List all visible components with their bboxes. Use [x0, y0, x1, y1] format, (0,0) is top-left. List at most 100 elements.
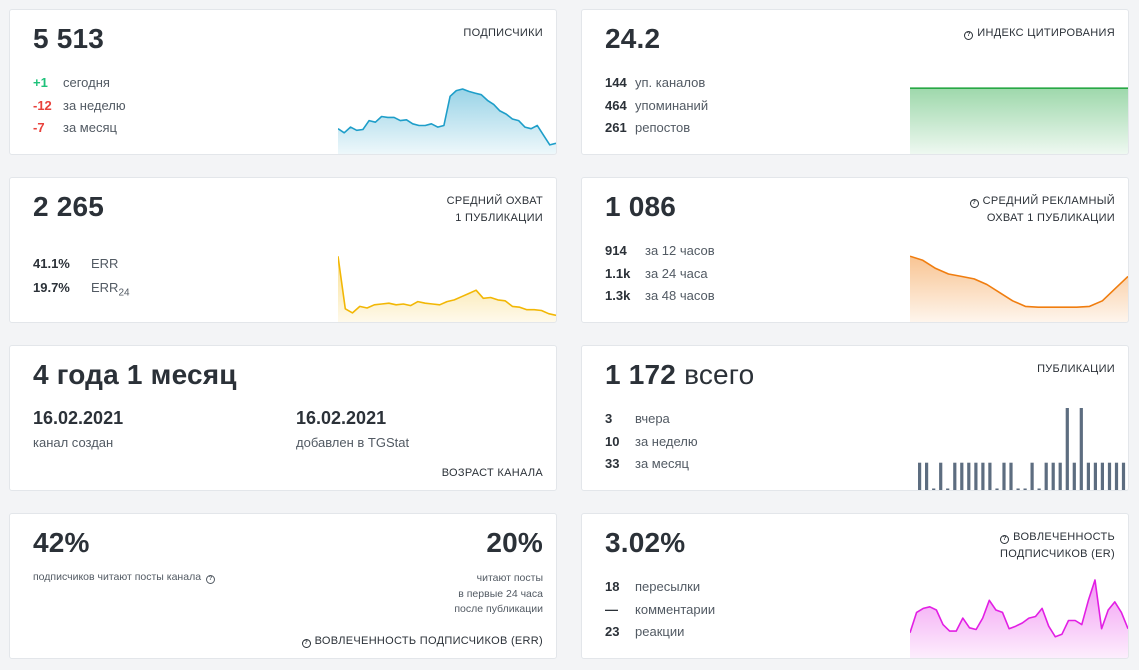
stat-row: 23 реакции — [605, 621, 715, 644]
publications-bar-chart[interactable] — [910, 404, 1128, 490]
bar[interactable] — [1002, 462, 1006, 490]
bar[interactable] — [1072, 462, 1076, 490]
bar[interactable] — [932, 488, 936, 491]
stat-text: комментарии — [635, 601, 716, 617]
bar[interactable] — [1044, 462, 1048, 490]
created-text: канал создан — [33, 435, 114, 450]
citation-card: 24.2 ? ИНДЕКС ЦИТИРОВАНИЯ 144 уп. каналов … — [581, 9, 1129, 155]
bar[interactable] — [946, 488, 950, 491]
added-block: 16.02.2021 добавлен в TGStat — [296, 408, 409, 450]
citation-sparkline[interactable] — [910, 68, 1128, 154]
question-icon[interactable]: ? — [205, 575, 215, 584]
subscribers-stats: +1 сегодня -12 за неделю -7 за месяц — [33, 72, 126, 140]
average-reach-value: 2 265 — [33, 191, 105, 222]
err-left-value: 42% — [33, 527, 90, 558]
bar[interactable] — [1037, 488, 1041, 491]
ad-reach-sparkline[interactable] — [910, 236, 1128, 322]
citation-label-text: ИНДЕКС ЦИТИРОВАНИЯ — [977, 27, 1115, 39]
stat-row: 464 упоминаний — [605, 95, 708, 118]
stat-row: -7 за месяц — [33, 117, 126, 140]
bar[interactable] — [1030, 462, 1034, 490]
bar[interactable] — [1114, 462, 1119, 490]
question-icon[interactable]: ? — [964, 31, 974, 40]
stat-row: — комментарии — [605, 599, 715, 622]
stat-value: +1 — [33, 75, 48, 90]
stat-value: 261 — [605, 120, 627, 135]
channel-age-value: 4 года 1 месяц — [33, 359, 237, 390]
err-label-text: ВОВЛЕЧЕННОСТЬ ПОДПИСЧИКОВ (ERR) — [314, 635, 543, 647]
reach-sparkline[interactable] — [338, 236, 556, 322]
sparkline-area — [910, 88, 1128, 154]
question-icon[interactable]: ? — [1000, 535, 1010, 544]
stat-text: за неделю — [635, 433, 698, 449]
bar[interactable] — [967, 462, 971, 490]
channel-age-card: 4 года 1 месяц 16.02.2021 канал создан 1… — [9, 345, 557, 491]
er-label-line1: ВОВЛЕЧЕННОСТЬ — [1013, 531, 1115, 543]
bar[interactable] — [939, 462, 943, 490]
stat-text: уп. каналов — [635, 75, 706, 90]
bar[interactable] — [988, 462, 992, 490]
bar[interactable] — [1093, 462, 1097, 490]
stat-row: +1 сегодня — [33, 72, 126, 95]
bar[interactable] — [1016, 488, 1020, 491]
reach-label-line2: 1 ПУБЛИКАЦИИ — [455, 212, 543, 224]
bar[interactable] — [981, 462, 985, 490]
bar[interactable] — [1009, 462, 1013, 490]
channel-age-label: ВОЗРАСТ КАНАЛА — [441, 467, 543, 479]
bar[interactable] — [1065, 408, 1069, 490]
stat-row: -12 за неделю — [33, 95, 126, 118]
stat-row: 19.7% ERR24 — [33, 276, 130, 300]
bar[interactable] — [995, 488, 999, 491]
stat-value: 144 — [605, 75, 627, 90]
sparkline-line — [910, 579, 1128, 638]
question-icon[interactable]: ? — [301, 639, 311, 648]
er-card: 3.02% ? ВОВЛЕЧЕННОСТЬ ПОДПИСЧИКОВ (ER) 18 п… — [581, 513, 1129, 659]
reach-label: СРЕДНИЙ ОХВАТ 1 ПУБЛИКАЦИИ — [447, 193, 543, 227]
question-icon[interactable]: ? — [969, 199, 979, 208]
bar[interactable] — [925, 462, 929, 490]
ad-reach-label-line2: ОХВАТ 1 ПУБЛИКАЦИИ — [986, 212, 1115, 224]
bar[interactable] — [918, 462, 922, 490]
sparkline-line — [338, 256, 556, 317]
err-right-line2: в первые 24 часа — [458, 587, 543, 600]
err-right-value: 20% — [486, 527, 543, 558]
stat-value: 23 — [605, 624, 620, 639]
reach-label-line1: СРЕДНИЙ ОХВАТ — [446, 195, 543, 207]
stat-value: 10 — [605, 433, 620, 449]
bar[interactable] — [953, 462, 957, 490]
stat-row: 18 пересылки — [605, 576, 715, 599]
added-text: добавлен в TGStat — [296, 435, 410, 450]
publications-suffix: всего — [684, 359, 755, 390]
stat-text: вчера — [635, 411, 670, 426]
stat-row: 1.3k за 48 часов — [605, 285, 715, 308]
created-block: 16.02.2021 канал создан — [33, 408, 123, 450]
stat-value: 41.1% — [33, 256, 70, 271]
publications-count: 1 172 всего — [605, 359, 754, 391]
bar[interactable] — [974, 462, 978, 490]
citation-stats: 144 уп. каналов 464 упоминаний 261 репостов — [605, 72, 708, 140]
stat-value: 1.1k — [605, 265, 631, 281]
added-date: 16.02.2021 — [296, 408, 387, 428]
bar[interactable] — [1079, 408, 1083, 490]
err-left-text: подписчиков читают посты канала — [33, 571, 202, 583]
stat-text: репостов — [635, 120, 691, 135]
bar[interactable] — [1086, 462, 1090, 490]
subscribers-sparkline[interactable] — [338, 68, 556, 154]
stat-row: 914 за 12 часов — [605, 240, 715, 263]
bar[interactable] — [1107, 462, 1112, 490]
sparkline-area — [910, 580, 1128, 658]
publications-total: 1 172 — [605, 359, 677, 390]
bar[interactable] — [1023, 488, 1027, 491]
err-label: ERR — [91, 280, 119, 295]
stat-text: за 12 часов — [645, 243, 715, 258]
bar[interactable] — [960, 462, 964, 490]
stat-text: ERR — [91, 256, 119, 271]
bar[interactable] — [1121, 462, 1126, 490]
bar[interactable] — [1058, 462, 1062, 490]
bar[interactable] — [1051, 462, 1055, 490]
bar[interactable] — [1100, 462, 1104, 490]
reach-card: 2 265 СРЕДНИЙ ОХВАТ 1 ПУБЛИКАЦИИ 41.1% ERR… — [9, 177, 557, 323]
er-sparkline[interactable] — [910, 572, 1128, 658]
subscribers-count: 5 513 — [33, 23, 105, 54]
stat-value: — — [605, 601, 618, 617]
